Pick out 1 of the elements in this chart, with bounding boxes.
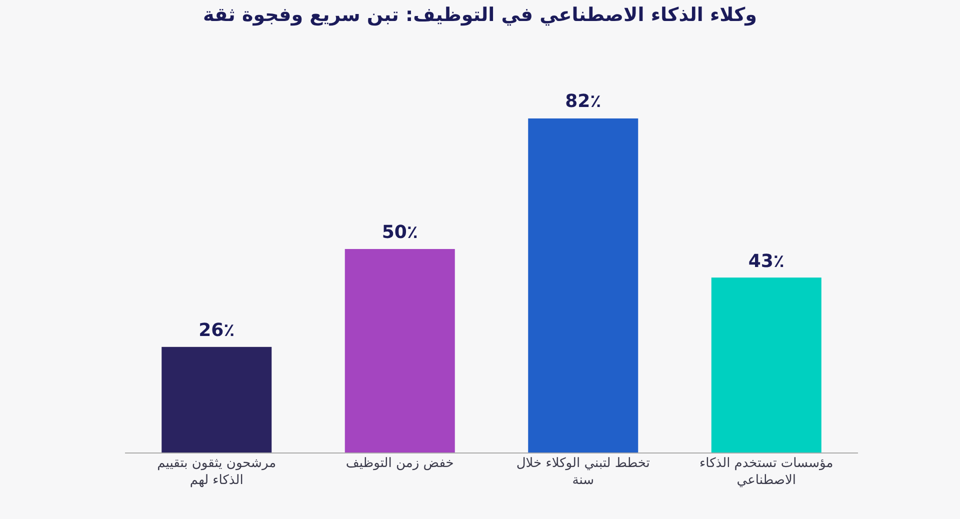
- title: وكلاء الذكاء الاصطناعي في التوظيف: تبن سريع وفجوة ثقة: [202, 4, 758, 26]
